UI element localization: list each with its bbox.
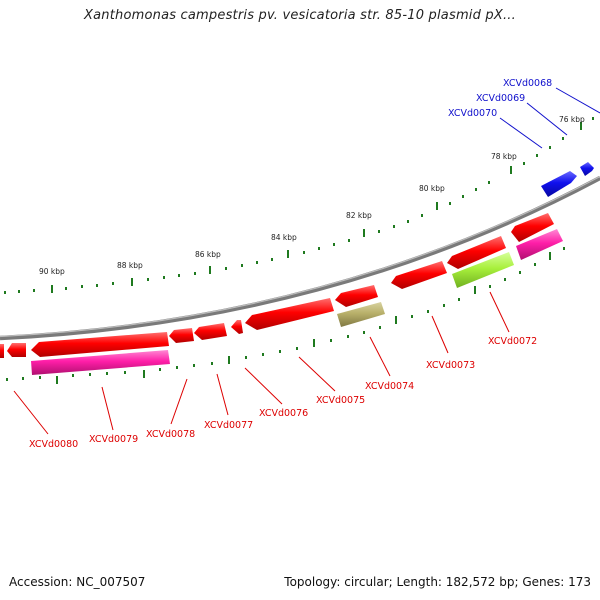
gene-arrow[interactable] — [0, 344, 4, 358]
gene-labels-red: XCVd0072 XCVd0073 XCVd0074 XCVd0075 XCVd… — [29, 336, 537, 450]
gene-label-xcvd0073[interactable]: XCVd0073 — [426, 360, 475, 371]
gene-labels-blue: XCVd0068 XCVd0069 XCVd0070 — [448, 78, 552, 119]
scale-label-76: 76 kbp — [559, 115, 585, 124]
gene-box[interactable] — [452, 252, 514, 288]
leader-lines-red — [13, 291, 510, 435]
gene-arrow[interactable] — [231, 320, 243, 334]
outer-tick-ring — [4, 117, 594, 294]
gene-arrow[interactable] — [541, 171, 577, 197]
genes-blue — [541, 162, 594, 197]
scale-label-84: 84 kbp — [271, 233, 297, 242]
inner-tick-ring — [6, 247, 565, 384]
leader-lines-blue — [499, 87, 600, 149]
gene-label-xcvd0069[interactable]: XCVd0069 — [476, 93, 525, 104]
gene-arrow[interactable] — [511, 213, 554, 242]
scale-label-78: 78 kbp — [491, 152, 517, 161]
gene-label-xcvd0074[interactable]: XCVd0074 — [365, 381, 414, 392]
gene-label-xcvd0072[interactable]: XCVd0072 — [488, 336, 537, 347]
topology-stats-text: Topology: circular; Length: 182,572 bp; … — [284, 575, 591, 589]
gene-box[interactable] — [337, 302, 385, 327]
gene-label-xcvd0080[interactable]: XCVd0080 — [29, 439, 78, 450]
scale-label-82: 82 kbp — [346, 211, 372, 220]
gene-label-xcvd0068[interactable]: XCVd0068 — [503, 78, 552, 89]
gene-arrow[interactable] — [580, 162, 594, 176]
map-title: Xanthomonas campestris pv. vesicatoria s… — [84, 8, 516, 23]
gene-box[interactable] — [516, 229, 563, 260]
scale-label-86: 86 kbp — [195, 250, 221, 259]
gene-arrow[interactable] — [169, 328, 194, 343]
scale-label-90: 90 kbp — [39, 267, 65, 276]
gene-arrow[interactable] — [245, 298, 334, 330]
gene-label-xcvd0079[interactable]: XCVd0079 — [89, 434, 138, 445]
gene-arrow[interactable] — [391, 261, 447, 289]
gene-arrow[interactable] — [7, 343, 26, 357]
gene-label-xcvd0075[interactable]: XCVd0075 — [316, 395, 365, 406]
scale-label-88: 88 kbp — [117, 261, 143, 270]
gene-arrow[interactable] — [335, 285, 378, 307]
genes-inner-strand — [31, 229, 563, 375]
gene-label-xcvd0070[interactable]: XCVd0070 — [448, 108, 497, 119]
gene-label-xcvd0078[interactable]: XCVd0078 — [146, 429, 195, 440]
gene-arrow[interactable] — [194, 323, 227, 340]
accession-text: Accession: NC_007507 — [9, 575, 146, 589]
scale-label-80: 80 kbp — [419, 184, 445, 193]
genes-red-strand — [0, 213, 554, 358]
gene-arrow[interactable] — [447, 236, 506, 269]
gene-arrow[interactable] — [31, 332, 169, 357]
scale-labels: 76 kbp 78 kbp 80 kbp 82 kbp 84 kbp 86 kb… — [39, 115, 585, 276]
gene-label-xcvd0076[interactable]: XCVd0076 — [259, 408, 308, 419]
gene-label-xcvd0077[interactable]: XCVd0077 — [204, 420, 253, 431]
gene-box[interactable] — [31, 350, 170, 375]
plasmid-backbone — [0, 176, 600, 341]
